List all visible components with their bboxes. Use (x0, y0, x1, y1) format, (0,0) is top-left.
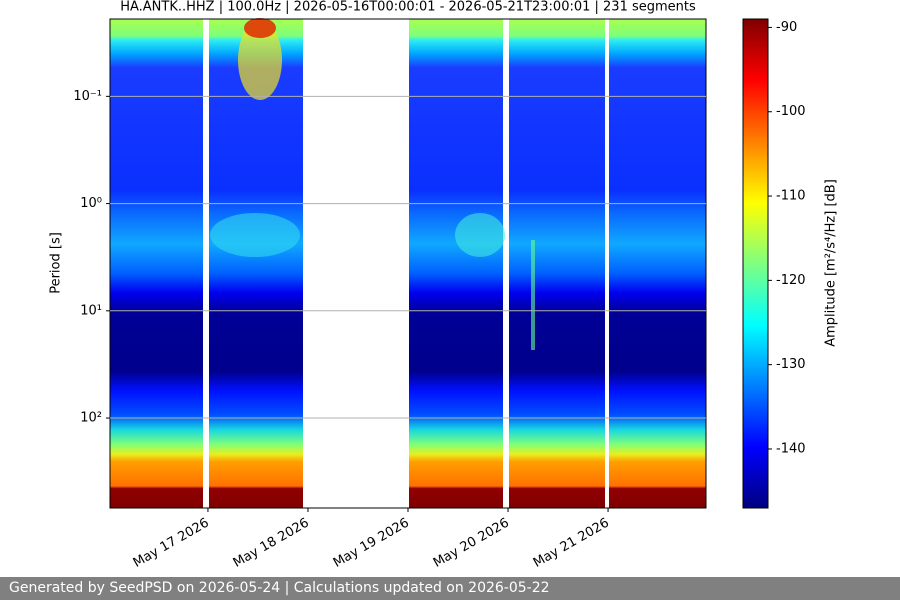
colorbar-tick-label: -140 (776, 441, 806, 456)
data-block (209, 19, 303, 508)
colorbar-tick-label: -90 (776, 20, 797, 35)
data-block (509, 19, 605, 508)
y-tick-label: 10⁻¹ (73, 89, 102, 104)
x-tick-label: May 21 2026 (531, 516, 612, 571)
y-tick-label: 10⁰ (80, 196, 102, 211)
y-tick-label: 10¹ (80, 303, 102, 318)
colorbar-tick-label: -120 (776, 273, 806, 288)
data-block (609, 19, 706, 508)
chart-title: HA.ANTK..HHZ | 100.0Hz | 2026-05-16T00:0… (120, 0, 696, 15)
colorbar-tick-label: -110 (776, 189, 806, 204)
y-tick-label: 10² (80, 411, 102, 426)
x-tick-label: May 19 2026 (331, 516, 412, 571)
colorbar-tick-label: -130 (776, 357, 806, 372)
hotspot (455, 213, 505, 257)
chart: HA.ANTK..HHZ | 100.0Hz | 2026-05-16T00:0… (49, 0, 839, 571)
colorbar-tick-label: -100 (776, 104, 806, 119)
x-tick-label: May 20 2026 (431, 516, 512, 571)
y-axis-label: Period [s] (49, 232, 64, 294)
data-block (409, 19, 503, 508)
spectrogram-image (110, 18, 706, 508)
data-block (110, 19, 203, 508)
x-tick-label: May 17 2026 (131, 516, 212, 571)
colorbar (742, 18, 769, 509)
hotspot (244, 18, 276, 38)
footer: Generated by SeedPSD on 2026-05-24 | Cal… (0, 577, 900, 600)
hotspot (238, 20, 282, 100)
colorbar-label: Amplitude [m²/s⁴/Hz] [dB] (824, 179, 839, 347)
x-tick-label: May 18 2026 (231, 516, 312, 571)
streak (531, 240, 535, 350)
hotspot (210, 213, 300, 257)
